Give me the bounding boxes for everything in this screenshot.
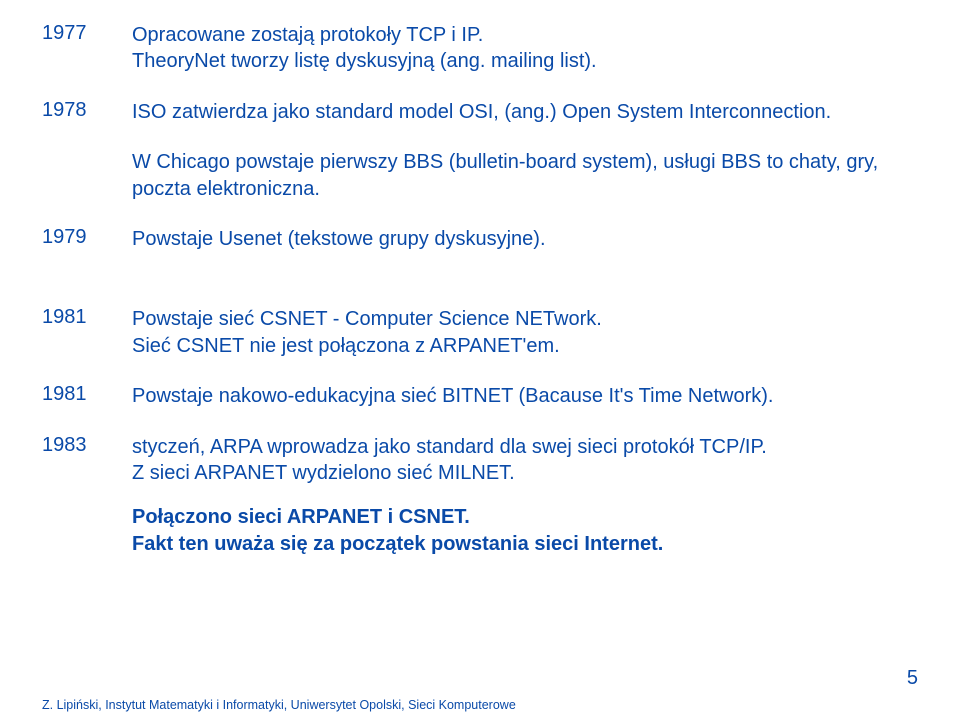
timeline-desc: Powstaje sieć CSNET - Computer Science N… [132,306,918,359]
desc-line: styczeń, ARPA wprowadza jako standard dl… [132,436,767,458]
desc-line: Sieć CSNET nie jest połączona z ARPANET'… [132,335,560,357]
desc-bold-line: Połączono sieci ARPANET i CSNET. [132,506,470,528]
desc-line: Z sieci ARPANET wydzielono sieć MILNET. [132,462,515,484]
timeline-desc: styczeń, ARPA wprowadza jako standard dl… [132,434,918,558]
timeline-desc: Powstaje Usenet (tekstowe grupy dyskusyj… [132,226,918,252]
spacer [42,81,918,99]
timeline-desc: Powstaje nakowo-edukacyjna sieć BITNET (… [132,383,918,409]
year-label: 1981 [42,383,132,406]
desc-line: Powstaje nakowo-edukacyjna sieć BITNET (… [132,385,773,407]
timeline-row-1978: 1978 ISO zatwierdza jako standard model … [42,99,918,125]
year-label: 1978 [42,99,132,122]
timeline-row-1981a: 1981 Powstaje sieć CSNET - Computer Scie… [42,306,918,359]
spacer [42,288,918,306]
footer-text: Z. Lipiński, Instytut Matematyki i Infor… [42,698,516,712]
slide: 1977 Opracowane zostają protokoły TCP i … [0,0,960,726]
desc-line: ISO zatwierdza jako standard model OSI, … [132,101,831,123]
desc-line: Powstaje Usenet (tekstowe grupy dyskusyj… [132,228,546,250]
desc-line: Opracowane zostają protokoły TCP i IP. [132,24,483,46]
year-label: 1981 [42,306,132,329]
desc-line: W Chicago powstaje pierwszy BBS (bulleti… [132,151,878,199]
spacer [42,131,918,149]
timeline-row-1981b: 1981 Powstaje nakowo-edukacyjna sieć BIT… [42,383,918,409]
timeline-desc: ISO zatwierdza jako standard model OSI, … [132,99,918,125]
page-number: 5 [907,667,918,690]
desc-bold-line: Fakt ten uważa się za początek powstania… [132,533,663,555]
timeline-desc: W Chicago powstaje pierwszy BBS (bulleti… [132,149,918,202]
spacer [42,416,918,434]
year-label: 1983 [42,434,132,457]
timeline-row-1977: 1977 Opracowane zostają protokoły TCP i … [42,22,918,75]
desc-line: TheoryNet tworzy listę dyskusyjną (ang. … [132,50,597,72]
spacer [132,486,918,504]
year-label: 1979 [42,226,132,249]
timeline-desc: Opracowane zostają protokoły TCP i IP. T… [132,22,918,75]
spacer [42,365,918,383]
spacer [42,208,918,226]
timeline-row-1983: 1983 styczeń, ARPA wprowadza jako standa… [42,434,918,558]
timeline-row-1979: 1979 Powstaje Usenet (tekstowe grupy dys… [42,226,918,252]
timeline-row-1978b: W Chicago powstaje pierwszy BBS (bulleti… [42,149,918,202]
year-label: 1977 [42,22,132,45]
spacer [42,258,918,288]
desc-line: Powstaje sieć CSNET - Computer Science N… [132,308,602,330]
